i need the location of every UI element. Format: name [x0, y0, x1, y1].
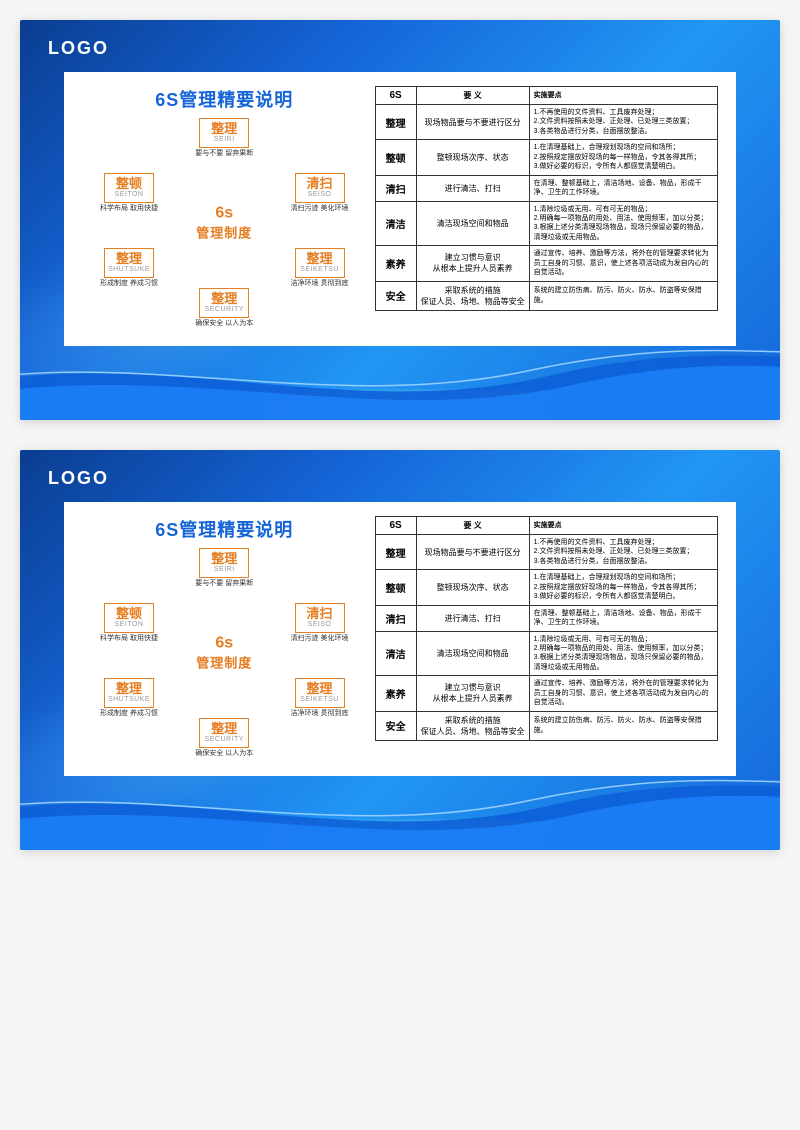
table-row: 整顿整顿现场次序、状态1.在清理基础上，合理规划现场的空间和场所； 2.按照规定… [375, 140, 717, 175]
wave-deco [20, 320, 780, 420]
table-row: 素养建立习惯与意识 从根本上提升人员素养通过宣传、培养、激励等方法，将外在的管理… [375, 246, 717, 281]
main-title: 6S管理精要说明 [82, 86, 367, 112]
diagram-node: 整顿SEITON 科学布局 取用快捷 [90, 603, 168, 643]
diagram-section: 6S管理精要说明 6s 管理制度 整理SEIRI 要与不要 留弃果断 清扫SEI… [82, 86, 375, 332]
table-row: 清扫进行清洁、打扫在清理、整顿基础上，清洁场地、设备、物品，形成干净、卫生的工作… [375, 175, 717, 201]
content-panel: 6S管理精要说明 6s 管理制度 整理SEIRI 要与不要 留弃果断 清扫SEI… [64, 72, 736, 346]
row-name: 整理 [375, 535, 416, 570]
diagram-node: 整理SEIRI 要与不要 留弃果断 [185, 548, 263, 588]
row-meaning: 整顿现场次序、状态 [416, 570, 529, 605]
poster-panel-1: LOGO 6S管理精要说明 6s 管理制度 整理SEIRI 要与不要 留弃果断 … [20, 20, 780, 420]
row-name: 素养 [375, 676, 416, 711]
row-name: 清扫 [375, 605, 416, 631]
center-line2: 管理制度 [196, 653, 252, 672]
table-row: 整理现场物品要与不要进行区分1.不再使用的文件资料、工具废弃处理； 2.文件资料… [375, 105, 717, 140]
table-header: 实施要点 [529, 87, 717, 105]
wave-deco [20, 750, 780, 850]
row-points: 在清理、整顿基础上，清洁场地、设备、物品，形成干净、卫生的工作环境。 [529, 175, 717, 201]
row-meaning: 清洁现场空间和物品 [416, 631, 529, 676]
row-meaning: 现场物品要与不要进行区分 [416, 105, 529, 140]
table-row: 安全采取系统的措施 保证人员、场地、物品等安全系统的建立防伤病、防污、防火、防水… [375, 711, 717, 740]
row-meaning: 进行清洁、打扫 [416, 605, 529, 631]
row-name: 清洁 [375, 201, 416, 246]
center-line2: 管理制度 [196, 223, 252, 242]
row-name: 整顿 [375, 140, 416, 175]
table-row: 清洁清洁现场空间和物品1.清除垃圾或无用、可有可无的物品； 2.明确每一项物品的… [375, 631, 717, 676]
diagram-center: 6s 管理制度 [196, 635, 252, 672]
row-meaning: 清洁现场空间和物品 [416, 201, 529, 246]
row-name: 整理 [375, 105, 416, 140]
table-row: 整顿整顿现场次序、状态1.在清理基础上，合理规划现场的空间和场所； 2.按照规定… [375, 570, 717, 605]
wave-svg [20, 760, 780, 850]
six-s-table: 6S 要 义 实施要点 整理现场物品要与不要进行区分1.不再使用的文件资料、工具… [375, 516, 718, 741]
table-row: 素养建立习惯与意识 从根本上提升人员素养通过宣传、培养、激励等方法，将外在的管理… [375, 676, 717, 711]
row-points: 1.不再使用的文件资料、工具废弃处理； 2.文件资料按照未处理、正处理、已处理三… [529, 535, 717, 570]
row-meaning: 建立习惯与意识 从根本上提升人员素养 [416, 246, 529, 281]
table-row: 安全采取系统的措施 保证人员、场地、物品等安全系统的建立防伤病、防污、防火、防水… [375, 281, 717, 310]
row-points: 系统的建立防伤病、防污、防火、防水、防盗等安保措施。 [529, 711, 717, 740]
diagram-node: 清扫SEISO 清扫污迹 美化环境 [281, 173, 359, 213]
poster-panel-2: LOGO 6S管理精要说明 6s 管理制度 整理SEIRI 要与不要 留弃果断 … [20, 450, 780, 850]
row-meaning: 采取系统的措施 保证人员、场地、物品等安全 [416, 711, 529, 740]
row-points: 1.在清理基础上，合理规划现场的空间和场所； 2.按照规定摆放好现场的每一样物品… [529, 140, 717, 175]
table-section: 6S 要 义 实施要点 整理现场物品要与不要进行区分1.不再使用的文件资料、工具… [375, 516, 718, 762]
hex-diagram: 6s 管理制度 整理SEIRI 要与不要 留弃果断 清扫SEISO 清扫污迹 美… [82, 118, 367, 328]
row-points: 1.清除垃圾或无用、可有可无的物品； 2.明确每一项物品的用处、用法、使用频率，… [529, 201, 717, 246]
row-points: 通过宣传、培养、激励等方法，将外在的管理要求转化为员工自身的习惯、意识，使上述各… [529, 246, 717, 281]
table-section: 6S 要 义 实施要点 整理现场物品要与不要进行区分1.不再使用的文件资料、工具… [375, 86, 718, 332]
content-panel: 6S管理精要说明 6s 管理制度 整理SEIRI 要与不要 留弃果断 清扫SEI… [64, 502, 736, 776]
row-points: 1.清除垃圾或无用、可有可无的物品； 2.明确每一项物品的用处、用法、使用频率，… [529, 631, 717, 676]
table-header: 实施要点 [529, 517, 717, 535]
row-meaning: 采取系统的措施 保证人员、场地、物品等安全 [416, 281, 529, 310]
diagram-section: 6S管理精要说明 6s 管理制度 整理SEIRI 要与不要 留弃果断 清扫SEI… [82, 516, 375, 762]
row-name: 清洁 [375, 631, 416, 676]
row-meaning: 现场物品要与不要进行区分 [416, 535, 529, 570]
six-s-table: 6S 要 义 实施要点 整理现场物品要与不要进行区分1.不再使用的文件资料、工具… [375, 86, 718, 311]
row-points: 1.在清理基础上，合理规划现场的空间和场所； 2.按照规定摆放好现场的每一样物品… [529, 570, 717, 605]
wave-svg [20, 330, 780, 420]
row-points: 系统的建立防伤病、防污、防火、防水、防盗等安保措施。 [529, 281, 717, 310]
table-row: 清扫进行清洁、打扫在清理、整顿基础上，清洁场地、设备、物品，形成干净、卫生的工作… [375, 605, 717, 631]
diagram-center: 6s 管理制度 [196, 205, 252, 242]
table-header-row: 6S 要 义 实施要点 [375, 517, 717, 535]
diagram-node: 整理SEIKETSU 洁净环境 贯彻到底 [281, 248, 359, 288]
center-line1: 6s [196, 205, 252, 223]
table-header: 要 义 [416, 517, 529, 535]
row-points: 在清理、整顿基础上，清洁场地、设备、物品，形成干净、卫生的工作环境。 [529, 605, 717, 631]
row-name: 素养 [375, 246, 416, 281]
table-header: 6S [375, 517, 416, 535]
diagram-node: 整理SEIRI 要与不要 留弃果断 [185, 118, 263, 158]
diagram-node: 整理SEIKETSU 洁净环境 贯彻到底 [281, 678, 359, 718]
logo-text: LOGO [48, 468, 109, 489]
row-points: 通过宣传、培养、激励等方法，将外在的管理要求转化为员工自身的习惯、意识，使上述各… [529, 676, 717, 711]
table-body: 整理现场物品要与不要进行区分1.不再使用的文件资料、工具废弃处理； 2.文件资料… [375, 535, 717, 741]
row-meaning: 进行清洁、打扫 [416, 175, 529, 201]
diagram-node: 整理SHUTSUKE 形成制度 养成习惯 [90, 678, 168, 718]
row-name: 整顿 [375, 570, 416, 605]
table-body: 整理现场物品要与不要进行区分1.不再使用的文件资料、工具废弃处理； 2.文件资料… [375, 105, 717, 311]
diagram-node: 整理SHUTSUKE 形成制度 养成习惯 [90, 248, 168, 288]
table-header: 要 义 [416, 87, 529, 105]
row-meaning: 建立习惯与意识 从根本上提升人员素养 [416, 676, 529, 711]
row-meaning: 整顿现场次序、状态 [416, 140, 529, 175]
row-points: 1.不再使用的文件资料、工具废弃处理； 2.文件资料按照未处理、正处理、已处理三… [529, 105, 717, 140]
diagram-node: 整顿SEITON 科学布局 取用快捷 [90, 173, 168, 213]
row-name: 安全 [375, 281, 416, 310]
hex-diagram: 6s 管理制度 整理SEIRI 要与不要 留弃果断 清扫SEISO 清扫污迹 美… [82, 548, 367, 758]
table-header: 6S [375, 87, 416, 105]
logo-text: LOGO [48, 38, 109, 59]
row-name: 清扫 [375, 175, 416, 201]
diagram-node: 清扫SEISO 清扫污迹 美化环境 [281, 603, 359, 643]
row-name: 安全 [375, 711, 416, 740]
center-line1: 6s [196, 635, 252, 653]
table-header-row: 6S 要 义 实施要点 [375, 87, 717, 105]
table-row: 整理现场物品要与不要进行区分1.不再使用的文件资料、工具废弃处理； 2.文件资料… [375, 535, 717, 570]
table-row: 清洁清洁现场空间和物品1.清除垃圾或无用、可有可无的物品； 2.明确每一项物品的… [375, 201, 717, 246]
main-title: 6S管理精要说明 [82, 516, 367, 542]
